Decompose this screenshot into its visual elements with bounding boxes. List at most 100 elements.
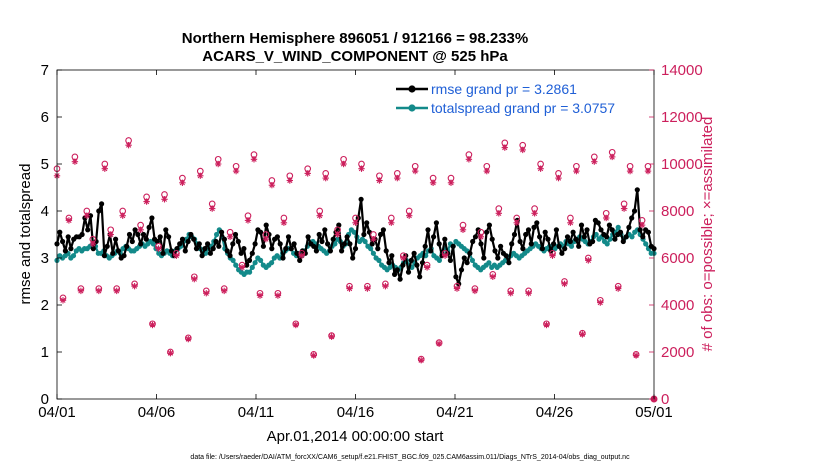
rmse-point	[523, 231, 529, 238]
obs-assimilated-point	[250, 156, 258, 163]
obs-assimilated-point	[268, 182, 276, 189]
obs-assimilated-stroke	[275, 293, 281, 299]
obs-assimilated-point	[549, 252, 556, 259]
obs-assimilated-stroke	[633, 352, 639, 359]
rmse-point	[182, 248, 188, 254]
rmse-point	[578, 222, 585, 228]
obs-assimilated-point	[203, 290, 210, 297]
obs-assimilated-stroke	[412, 168, 418, 174]
rmse-point	[629, 215, 635, 221]
obs-assimilated-stroke	[609, 154, 615, 160]
obs-assimilated-stroke	[203, 290, 209, 296]
obs-assimilated-stroke	[364, 285, 371, 292]
rmse-point	[193, 246, 200, 252]
obs-assimilated-point	[626, 167, 634, 175]
obs-assimilated-point	[543, 321, 550, 329]
obs-assimilated-point	[328, 333, 335, 340]
totalspread-point	[370, 250, 376, 256]
obs-assimilated-stroke	[84, 213, 90, 219]
obs-assimilated-stroke	[191, 276, 197, 282]
totalspread-point	[150, 241, 156, 247]
rmse-point	[341, 241, 347, 247]
rmse-point	[612, 236, 618, 242]
rmse-point	[559, 250, 565, 256]
rmse-point	[350, 255, 356, 261]
rmse-point	[210, 246, 216, 252]
obs-assimilated-stroke	[388, 220, 394, 226]
obs-assimilated-stroke	[149, 322, 156, 328]
rmse-point	[297, 257, 303, 263]
rmse-point	[503, 253, 509, 259]
rmse-point	[160, 250, 166, 256]
rmse-point	[138, 241, 144, 247]
obs-assimilated-stroke	[448, 180, 454, 186]
rmse-point	[90, 246, 96, 252]
rmse-point	[196, 241, 202, 247]
obs-assimilated-stroke	[132, 283, 138, 289]
x-tick-label: 04/16	[337, 404, 375, 421]
rmse-point	[280, 255, 286, 261]
obs-assimilated-point	[376, 177, 383, 184]
totalspread-point	[269, 260, 275, 266]
obs-assimilated-point	[352, 219, 359, 226]
obs-assimilated-stroke	[340, 161, 347, 167]
x-axis-label: Apr.01,2014 00:00:00 start	[267, 428, 445, 445]
obs-assimilated-stroke	[108, 231, 114, 238]
y-right-tick-label: 8000	[661, 203, 694, 220]
rmse-point	[157, 234, 163, 240]
obs-assimilated-point	[459, 226, 467, 233]
y-tick-label: 3	[41, 250, 49, 267]
obs-assimilated-point	[59, 297, 67, 304]
x-tick-label: 04/26	[536, 404, 574, 421]
obs-assimilated-stroke	[615, 285, 621, 292]
obs-assimilated-stroke	[334, 231, 341, 238]
rmse-point	[584, 227, 590, 233]
legend: rmse grand pr = 3.2861 totalspread grand…	[396, 81, 615, 116]
rmse-point	[327, 248, 333, 254]
rmse-point	[207, 250, 213, 256]
rmse-point	[283, 246, 289, 252]
rmse-point	[216, 243, 222, 249]
rmse-point	[506, 260, 512, 266]
rmse-point	[564, 234, 571, 240]
rmse-point	[113, 236, 119, 242]
y-right-tick-label: 2000	[661, 344, 694, 361]
rmse-point	[121, 253, 127, 259]
rmse-point	[364, 220, 370, 226]
y-right-tick-label: 4000	[661, 297, 694, 314]
rmse-point	[277, 241, 283, 247]
obs-assimilated-stroke	[400, 255, 406, 261]
rmse-point	[528, 241, 534, 247]
rmse-point	[132, 227, 138, 233]
rmse-point	[205, 241, 211, 247]
obs-assimilated-point	[173, 252, 180, 259]
totalspread-point	[233, 262, 239, 268]
obs-assimilated-point	[447, 179, 455, 186]
obs-assimilated-stroke	[591, 159, 597, 165]
obs-assimilated-stroke	[293, 322, 299, 328]
y-tick-label: 4	[41, 203, 49, 220]
rmse-point	[322, 227, 328, 233]
obs-assimilated-stroke	[549, 253, 556, 259]
rmse-point	[417, 274, 423, 280]
rmse-point	[305, 234, 311, 240]
obs-assimilated-point	[161, 196, 168, 203]
obs-assimilated-stroke	[197, 173, 203, 179]
rmse-point	[517, 238, 523, 245]
obs-assimilated-stroke	[323, 175, 329, 181]
obs-assimilated-point	[406, 212, 413, 219]
obs-assimilated-point	[221, 287, 228, 295]
x-ticks: 04/01 04/06 04/11 04/16 04/21 04/26 05/01	[38, 70, 673, 421]
y-right-tick-label: 6000	[661, 250, 694, 267]
obs-assimilated-point	[65, 217, 73, 224]
obs-assimilated-point	[483, 167, 490, 175]
rmse-point	[325, 241, 331, 247]
legend-label-totalspread: totalspread grand pr = 3.0757	[431, 100, 615, 116]
obs-assimilated-stroke	[603, 215, 609, 221]
obs-assimilated-stroke	[597, 300, 603, 306]
obs-assimilated-stroke	[257, 293, 263, 299]
rmse-point	[126, 231, 133, 238]
obs-assimilated-point	[179, 179, 186, 186]
obs-layer	[53, 137, 658, 403]
